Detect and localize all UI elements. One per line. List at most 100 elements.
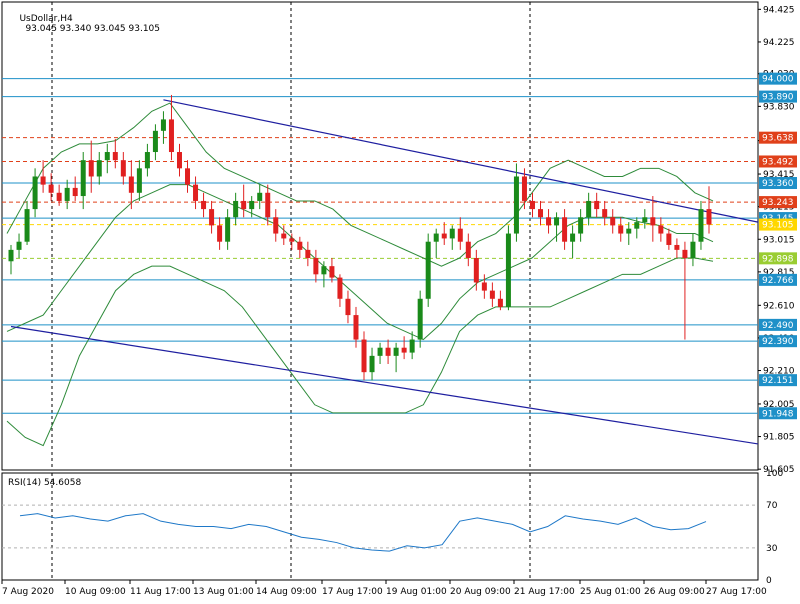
price-line-label: 92.898 — [762, 254, 794, 264]
trendline — [10, 325, 759, 445]
candle-body — [634, 222, 640, 229]
candle-body — [209, 209, 215, 226]
y-tick-label: 93.415 — [763, 170, 795, 180]
candle-body — [80, 160, 86, 197]
candle-body — [281, 233, 287, 239]
candle-body — [650, 217, 656, 226]
bollinger-middle — [6, 184, 714, 341]
candle-body — [24, 209, 30, 242]
candle-body — [554, 217, 560, 226]
candle-body — [361, 339, 367, 373]
price-line-tag — [759, 374, 797, 387]
candle-body — [48, 184, 54, 193]
price-line-label: 93.105 — [762, 221, 794, 231]
price-line-tag — [759, 90, 797, 103]
candle-body — [674, 244, 680, 250]
price-line-label: 92.490 — [762, 321, 794, 331]
candle-body — [72, 187, 78, 197]
candle-body — [329, 266, 335, 278]
candle-body — [257, 192, 263, 201]
x-tick-label: 17 Aug 17:00 — [322, 587, 383, 597]
candle-body — [586, 200, 592, 218]
candle-body — [449, 228, 455, 239]
candle-body — [369, 355, 375, 373]
candle-body — [233, 200, 239, 218]
price-line-label: 93.492 — [762, 157, 794, 167]
y-tick-label: 92.815 — [763, 268, 795, 278]
candle-body — [457, 228, 463, 242]
candle-body — [273, 217, 279, 234]
candle-body — [489, 290, 495, 299]
candle-body — [160, 119, 166, 131]
ohlc-readout: 93.045 93.340 93.045 93.105 — [25, 24, 161, 34]
candle-body — [217, 225, 223, 242]
candle-body — [698, 209, 704, 242]
bollinger-lower — [6, 257, 714, 447]
rsi-level-label: 0 — [766, 576, 772, 586]
candle-body — [120, 160, 126, 177]
y-tick-label: 94.225 — [763, 38, 795, 48]
candle-body — [658, 225, 664, 234]
candle-body — [425, 241, 431, 299]
y-tick-label: 93.830 — [763, 102, 795, 112]
candle-body — [385, 347, 391, 356]
x-tick-label: 13 Aug 01:00 — [193, 587, 254, 597]
candle-body — [96, 160, 102, 177]
x-tick-label: 20 Aug 09:00 — [450, 587, 511, 597]
y-tick-label: 92.210 — [763, 367, 795, 377]
candle-body — [241, 200, 247, 210]
candle-body — [193, 184, 199, 201]
rsi-level-label: 100 — [766, 469, 783, 479]
candle-body — [168, 119, 174, 153]
price-line-tag — [759, 335, 797, 348]
candle-body — [337, 277, 343, 299]
candle-body — [152, 130, 158, 153]
candle-body — [570, 233, 576, 242]
candle-body — [112, 152, 118, 161]
candle-body — [305, 249, 311, 259]
rsi-line — [19, 513, 707, 552]
candle-body — [562, 217, 568, 242]
price-line-label: 92.766 — [762, 276, 794, 286]
price-line-label: 92.390 — [762, 337, 794, 347]
y-tick-label: 91.805 — [763, 433, 795, 443]
symbol-info: UsDollar,H4 93.045 93.340 93.045 93.105 — [8, 4, 160, 44]
candle-body — [602, 209, 608, 218]
rsi-level-label: 30 — [766, 544, 778, 554]
price-line-tag — [759, 318, 797, 331]
candle-body — [104, 152, 110, 161]
candle-body — [353, 315, 359, 340]
candle-body — [225, 217, 231, 242]
price-line-label: 93.243 — [762, 198, 794, 208]
candle-body — [16, 241, 22, 250]
candle-body — [417, 298, 423, 340]
price-line-tag — [759, 155, 797, 168]
price-line-tag — [759, 273, 797, 286]
candle-body — [401, 347, 407, 353]
candle-body — [144, 152, 150, 169]
candle-body — [690, 241, 696, 259]
candle-body — [642, 217, 648, 223]
candle-body — [32, 176, 38, 210]
candle-body — [321, 266, 327, 275]
price-line-label: 93.638 — [762, 134, 794, 144]
candle-body — [610, 217, 616, 226]
candle-body — [465, 241, 471, 259]
y-tick-label: 92.005 — [763, 400, 795, 410]
y-tick-label: 93.015 — [763, 235, 795, 245]
candle-body — [345, 298, 351, 316]
candle-body — [289, 238, 295, 242]
candle-body — [409, 339, 415, 353]
candle-body — [8, 249, 14, 262]
price-line-tag — [759, 196, 797, 209]
candle-body — [618, 225, 624, 234]
x-tick-label: 26 Aug 09:00 — [644, 587, 705, 597]
candle-body — [128, 176, 134, 193]
price-line-tag — [759, 407, 797, 420]
x-tick-label: 11 Aug 17:00 — [130, 587, 191, 597]
candle-body — [505, 233, 511, 307]
price-line-label: 91.948 — [762, 409, 794, 419]
y-tick-label: 91.605 — [763, 465, 795, 475]
candle-body — [682, 249, 688, 259]
